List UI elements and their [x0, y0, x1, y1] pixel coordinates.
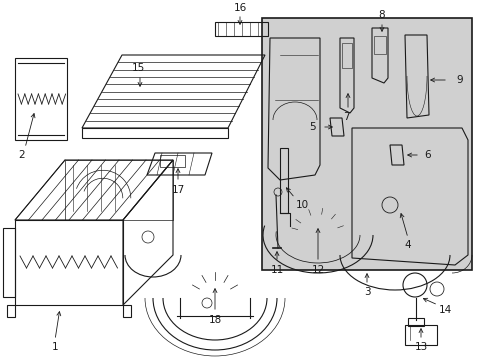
Text: 9: 9 — [456, 75, 462, 85]
Text: 7: 7 — [342, 112, 348, 122]
Bar — [160, 155, 184, 167]
Bar — [262, 18, 471, 270]
Bar — [341, 43, 351, 68]
Bar — [373, 36, 385, 54]
Text: 10: 10 — [295, 200, 308, 210]
Text: 16: 16 — [233, 3, 246, 13]
Text: 13: 13 — [413, 342, 427, 352]
Text: 15: 15 — [131, 63, 144, 73]
Text: 12: 12 — [311, 265, 324, 275]
Text: 18: 18 — [208, 315, 221, 325]
Text: 3: 3 — [363, 287, 369, 297]
Text: 1: 1 — [52, 342, 58, 352]
Text: 11: 11 — [270, 265, 283, 275]
Text: 4: 4 — [404, 240, 410, 250]
Bar — [404, 325, 436, 345]
Text: 8: 8 — [378, 10, 385, 20]
Text: 6: 6 — [424, 150, 430, 160]
Bar — [407, 318, 423, 326]
Text: 14: 14 — [437, 305, 451, 315]
Text: 5: 5 — [308, 122, 315, 132]
Text: 17: 17 — [171, 185, 184, 195]
Text: 2: 2 — [19, 150, 25, 160]
